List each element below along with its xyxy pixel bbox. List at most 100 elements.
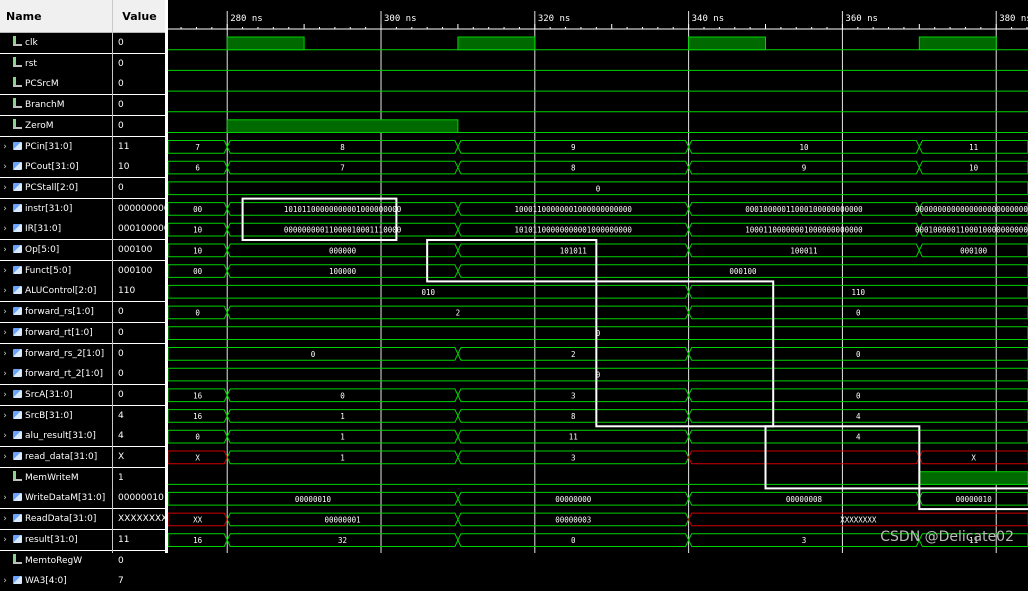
expand-chevron-icon[interactable]: › — [3, 224, 7, 235]
signal-row-ir[interactable]: › IR[31:0] — [0, 219, 112, 240]
bus-signal-icon — [13, 327, 22, 336]
signal-value: 4 — [113, 426, 166, 447]
signal-row-pcsrcm[interactable]: PCSrcM — [0, 74, 112, 95]
signal-row-instr[interactable]: › instr[31:0] — [0, 198, 112, 219]
expand-chevron-icon[interactable]: › — [3, 162, 7, 173]
expand-chevron-icon[interactable]: › — [3, 369, 7, 380]
wire-signal-icon — [13, 118, 22, 129]
bus-signal-icon — [13, 514, 22, 523]
expand-chevron-icon[interactable]: › — [3, 307, 7, 318]
pane-divider[interactable] — [165, 0, 168, 553]
signal-row-memwritem[interactable]: MemWriteM — [0, 467, 112, 488]
value-column: Value 0 0 0 0 0 11 10 0 000000000 000100000 000100… — [112, 0, 166, 591]
signal-row-wdm[interactable]: › WriteDataM[31:0] — [0, 488, 112, 509]
signal-row-aluctl[interactable]: › ALUControl[2:0] — [0, 281, 112, 302]
bus-value-label: XX — [193, 515, 203, 524]
signal-row-branchm[interactable]: BranchM — [0, 95, 112, 116]
expand-chevron-icon[interactable]: › — [3, 182, 7, 193]
signal-row-fwdrs[interactable]: › forward_rs[1:0] — [0, 302, 112, 323]
signal-row-srca[interactable]: › SrcA[31:0] — [0, 384, 112, 405]
expand-chevron-icon[interactable]: › — [3, 348, 7, 359]
signal-name: forward_rs_2[1:0] — [25, 348, 105, 359]
expand-chevron-icon[interactable]: › — [3, 514, 7, 525]
signal-name: WA3[4:0] — [25, 576, 67, 587]
signal-row-zerom[interactable]: ZeroM — [0, 115, 112, 136]
bus-signal-icon — [13, 389, 22, 398]
signal-row-result[interactable]: › result[31:0] — [0, 529, 112, 550]
signal-name: rst — [25, 58, 37, 69]
signal-row-rst[interactable]: rst — [0, 53, 112, 74]
signal-row-rdm[interactable]: › ReadData[31:0] — [0, 509, 112, 530]
signal-row-wa3[interactable]: › WA3[4:0] — [0, 571, 112, 591]
expand-chevron-icon[interactable]: › — [3, 389, 7, 400]
signal-row-fwdrt[interactable]: › forward_rt[1:0] — [0, 322, 112, 343]
bus-value-label: 16 — [193, 412, 203, 421]
signal-name: BranchM — [25, 100, 65, 111]
expand-chevron-icon[interactable]: › — [3, 493, 7, 504]
bus-value-label: 16 — [193, 536, 203, 545]
signal-row-fwdrs2[interactable]: › forward_rs_2[1:0] — [0, 343, 112, 364]
signal-value: 0 — [113, 177, 166, 198]
signal-value: XXXXXXXX — [113, 509, 166, 530]
signal-value: 0 — [113, 95, 166, 116]
bus-value-label: 10 — [799, 143, 809, 152]
bus-value-label: 1 — [340, 453, 345, 462]
signal-row-pcout[interactable]: › PCout[31:0] — [0, 157, 112, 178]
expand-chevron-icon[interactable]: › — [3, 452, 7, 462]
expand-chevron-icon[interactable]: › — [3, 265, 7, 276]
signal-row-pcin[interactable]: › PCin[31:0] — [0, 136, 112, 157]
bus-value-label: 3 — [802, 536, 807, 545]
bus-segment-pcout — [918, 160, 1028, 175]
highlight-box — [764, 425, 921, 490]
expand-chevron-icon[interactable]: › — [3, 410, 7, 421]
bus-segment-result — [918, 533, 1028, 547]
signal-name: read_data[31:0] — [25, 452, 98, 462]
signal-name: instr[31:0] — [25, 203, 73, 214]
signal-high-zerom — [226, 119, 459, 134]
expand-chevron-icon[interactable]: › — [3, 534, 7, 545]
signal-row-op[interactable]: › Op[5:0] — [0, 240, 112, 260]
bus-segment-readdata — [918, 450, 1028, 465]
expand-chevron-icon[interactable]: › — [3, 286, 7, 297]
expand-chevron-icon[interactable]: › — [3, 203, 7, 214]
bus-value-label: 0 — [856, 308, 861, 317]
signal-row-alures[interactable]: › alu_result[31:0] — [0, 426, 112, 447]
bus-value-label: 00010000011000100000000000 — [745, 205, 863, 214]
bus-value-label: 0 — [340, 391, 345, 400]
signal-name: result[31:0] — [25, 534, 78, 545]
signal-name: ALUControl[2:0] — [25, 286, 97, 297]
signal-value: 4 — [113, 405, 166, 426]
signal-row-srcb[interactable]: › SrcB[31:0] — [0, 405, 112, 426]
signal-row-funct[interactable]: › Funct[5:0] — [0, 260, 112, 281]
bus-value-label: 101011 — [560, 246, 587, 255]
bus-signal-icon — [13, 431, 22, 440]
bus-value-label: 100011 — [790, 246, 817, 255]
name-column-header[interactable]: Name — [0, 0, 112, 33]
value-column-header[interactable]: Value — [113, 0, 166, 33]
bus-segment-op — [918, 243, 1028, 258]
signal-row-clk[interactable]: clk — [0, 33, 112, 53]
signal-row-memtoreg[interactable]: MemtoRegW — [0, 550, 112, 571]
bus-segment-wdm — [918, 491, 1028, 506]
bus-value-label: 00 — [193, 267, 203, 276]
bus-signal-icon — [13, 162, 22, 171]
signal-name: WriteDataM[31:0] — [25, 493, 106, 504]
bus-value-label: 0 — [596, 329, 601, 338]
signal-name: forward_rt[1:0] — [25, 327, 93, 338]
expand-chevron-icon[interactable]: › — [3, 245, 7, 255]
expand-chevron-icon[interactable]: › — [3, 431, 7, 442]
signal-value: 11 — [113, 136, 166, 157]
signal-row-fwdrt2[interactable]: › forward_rt_2[1:0] — [0, 364, 112, 385]
signal-value: 0 — [113, 53, 166, 74]
expand-chevron-icon[interactable]: › — [3, 576, 7, 587]
bus-value-label: 00000003 — [555, 515, 591, 524]
expand-chevron-icon[interactable]: › — [3, 141, 7, 152]
expand-chevron-icon[interactable]: › — [3, 327, 7, 338]
signal-row-pcstall[interactable]: › PCStall[2:0] — [0, 177, 112, 198]
signal-row-readdata[interactable]: › read_data[31:0] — [0, 447, 112, 467]
signal-value: 0 — [113, 322, 166, 343]
bus-value-label: 3 — [571, 453, 576, 462]
signal-high-clk — [457, 36, 536, 51]
